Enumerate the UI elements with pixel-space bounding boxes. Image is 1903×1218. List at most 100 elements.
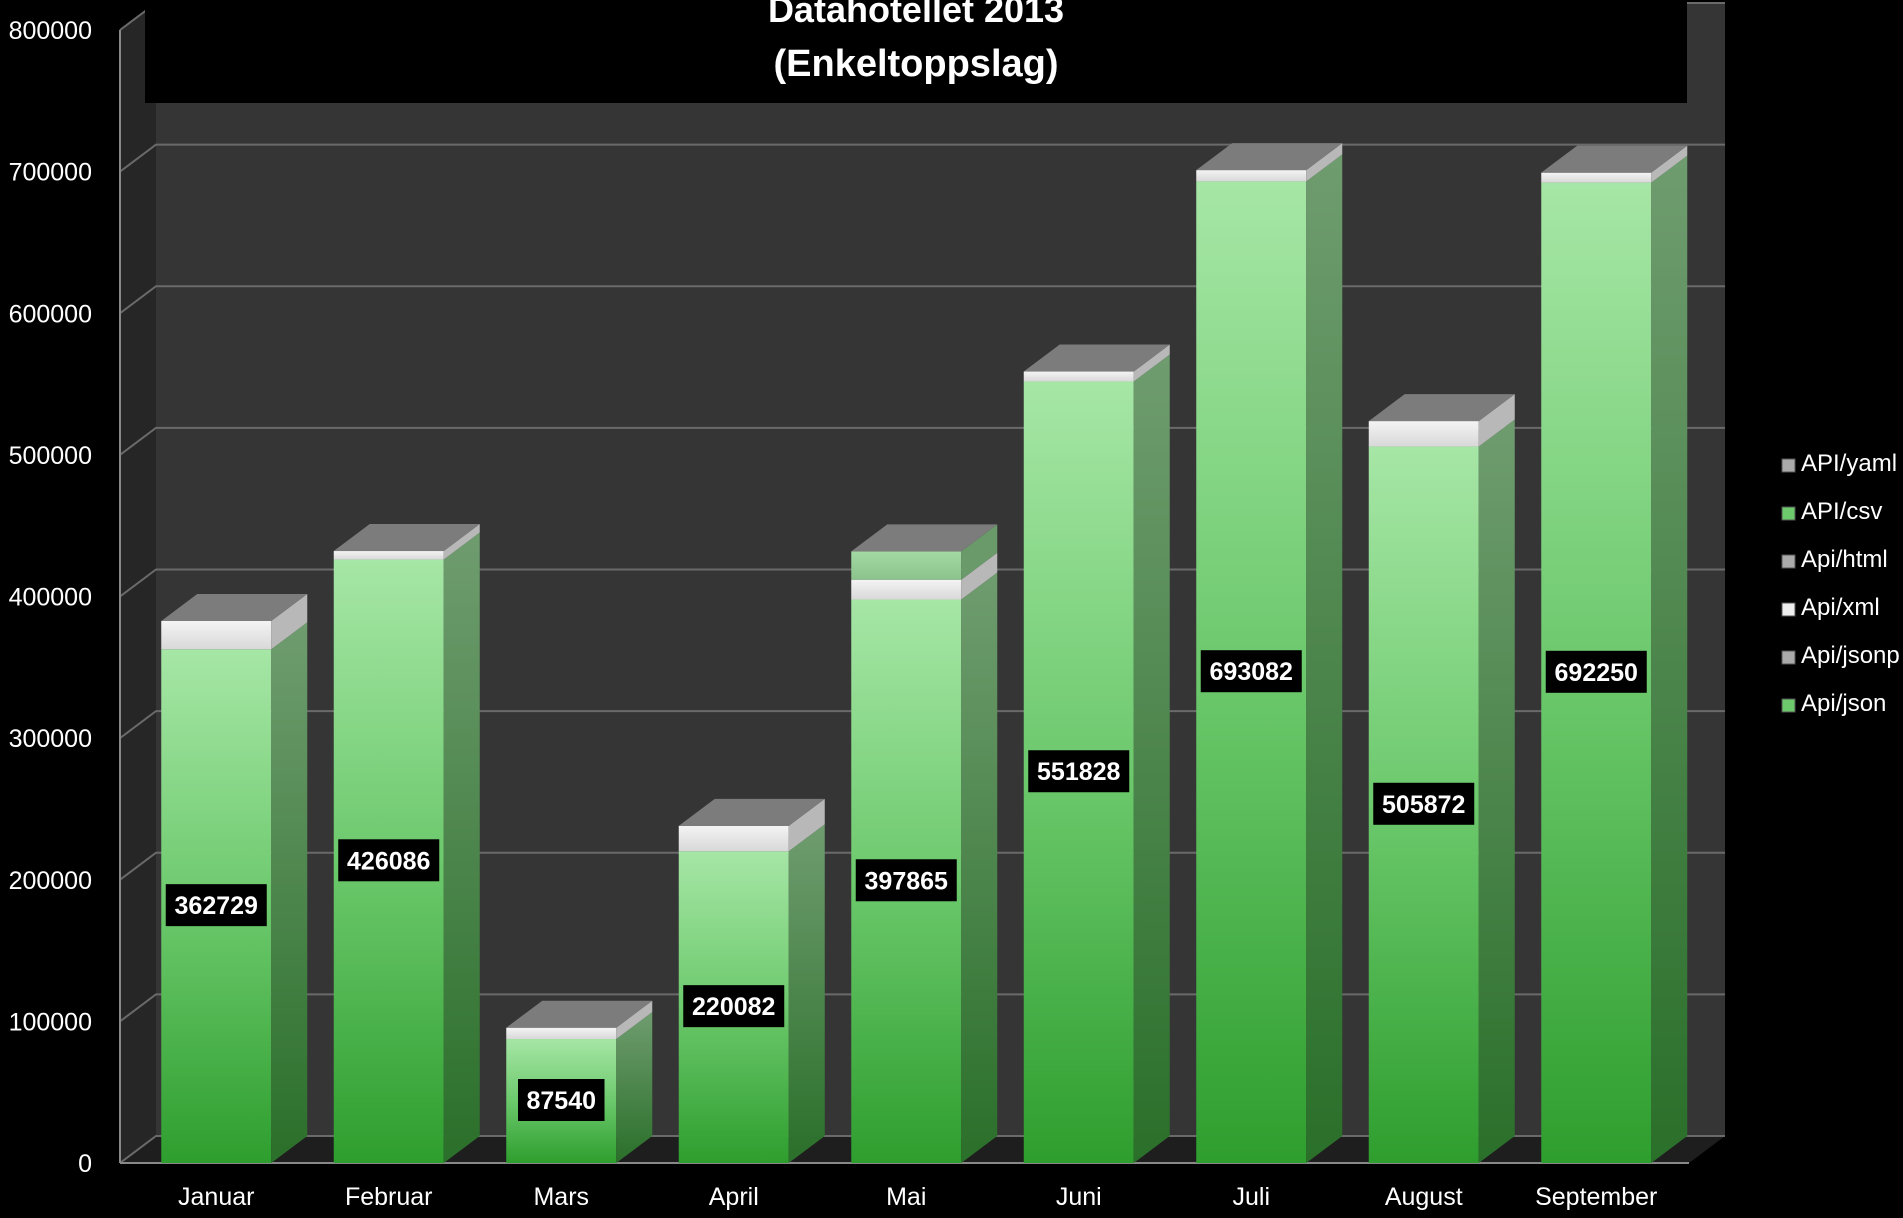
bar-side bbox=[1306, 143, 1343, 182]
title-background bbox=[145, 0, 1687, 103]
legend-item: API/csv bbox=[1781, 498, 1882, 525]
legend-item: Api/jsonp bbox=[1781, 642, 1900, 669]
bar-segment bbox=[1023, 371, 1134, 382]
legend-label: Api/html bbox=[1801, 546, 1888, 573]
data-label: 692250 bbox=[1555, 659, 1638, 687]
bar-segment bbox=[1541, 172, 1652, 183]
bar-top bbox=[1196, 143, 1343, 171]
bar-segment bbox=[161, 620, 272, 650]
bar-side bbox=[271, 622, 308, 1163]
legend-swatch bbox=[1781, 458, 1796, 473]
data-label-box bbox=[165, 884, 267, 927]
bar-top bbox=[851, 524, 998, 552]
legend-item: Api/xml bbox=[1781, 594, 1880, 621]
bar-segment bbox=[506, 1027, 617, 1040]
data-label: 362729 bbox=[175, 892, 258, 920]
legend-label: API/csv bbox=[1801, 498, 1882, 525]
bar-top bbox=[506, 1000, 653, 1028]
data-label: 551828 bbox=[1037, 758, 1121, 786]
legend-swatch bbox=[1781, 650, 1796, 665]
bar-top bbox=[1541, 145, 1688, 173]
data-label: 693082 bbox=[1210, 658, 1293, 686]
data-label: 87540 bbox=[526, 1087, 596, 1115]
data-label: 426086 bbox=[347, 847, 430, 875]
data-label-box bbox=[683, 985, 785, 1028]
bar-top bbox=[1368, 394, 1515, 422]
x-tick-label: August bbox=[1385, 1183, 1463, 1211]
bar-side bbox=[1478, 394, 1515, 447]
legend-swatch bbox=[1781, 554, 1796, 569]
legend-item: Api/json bbox=[1781, 690, 1886, 717]
legend-label: API/yaml bbox=[1801, 450, 1897, 477]
bar-segment bbox=[851, 579, 962, 600]
y-tick-label: 600000 bbox=[9, 300, 92, 328]
x-tick-label: Juli bbox=[1232, 1183, 1270, 1211]
legend-item: Api/html bbox=[1781, 546, 1888, 573]
chart-title-line-1: Datahotellet 2013 bbox=[768, 0, 1064, 30]
legend-item: API/yaml bbox=[1781, 450, 1897, 477]
gridline bbox=[119, 143, 1725, 173]
y-tick-label: 700000 bbox=[9, 159, 92, 187]
bar-side bbox=[443, 532, 480, 1163]
data-label-box bbox=[1373, 782, 1475, 825]
bar-side bbox=[788, 798, 825, 852]
x-tick-label: Mars bbox=[533, 1183, 589, 1211]
bar-side bbox=[1306, 154, 1343, 1164]
y-tick-label: 500000 bbox=[9, 442, 92, 470]
y-tick-label: 0 bbox=[78, 1150, 92, 1178]
bar-side bbox=[961, 552, 998, 600]
legend-label: Api/xml bbox=[1801, 594, 1880, 621]
data-label-box bbox=[518, 1079, 605, 1122]
data-label-box bbox=[1200, 650, 1302, 693]
bar-top bbox=[161, 593, 308, 621]
bar-segment bbox=[1196, 170, 1307, 182]
bar-segment bbox=[333, 551, 444, 560]
y-tick-label: 800000 bbox=[9, 17, 92, 45]
legend-swatch bbox=[1781, 506, 1796, 521]
data-label: 505872 bbox=[1382, 791, 1465, 819]
data-label-box bbox=[338, 839, 440, 882]
y-tick-label: 100000 bbox=[9, 1008, 92, 1036]
bar-side bbox=[1651, 145, 1688, 183]
data-label: 220082 bbox=[692, 993, 775, 1021]
bar-side bbox=[443, 524, 480, 560]
bar-top bbox=[678, 798, 825, 826]
bar-segment bbox=[678, 825, 789, 852]
y-tick-label: 300000 bbox=[9, 725, 92, 753]
bar-top bbox=[1023, 344, 1170, 372]
data-label-box bbox=[1545, 650, 1647, 693]
bar-side bbox=[788, 824, 825, 1163]
data-label-box bbox=[855, 859, 957, 902]
bar-side bbox=[1478, 419, 1515, 1163]
bar-side bbox=[1133, 344, 1170, 382]
legend-label: Api/jsonp bbox=[1801, 642, 1900, 669]
x-tick-label: Februar bbox=[345, 1183, 433, 1211]
y-tick-label: 200000 bbox=[9, 867, 92, 895]
data-label-box bbox=[1028, 750, 1130, 793]
bar-side bbox=[616, 1012, 653, 1163]
bar-segment bbox=[851, 551, 962, 580]
data-label: 397865 bbox=[865, 867, 949, 895]
bar-top bbox=[333, 524, 480, 552]
x-tick-label: April bbox=[709, 1183, 759, 1211]
legend: API/yaml API/csv Api/html Api/xml Api/jsonp A… bbox=[1781, 450, 1900, 717]
bar-side bbox=[1651, 155, 1688, 1163]
legend-label: Api/json bbox=[1801, 690, 1886, 717]
legend-swatch bbox=[1781, 602, 1796, 617]
bar-side bbox=[1133, 354, 1170, 1163]
chart-title-block: Datahotellet 2013 (Enkeltoppslag) bbox=[145, 0, 1687, 103]
bar-side bbox=[961, 572, 998, 1163]
bar-side bbox=[616, 1000, 653, 1040]
chart-title-line-2: (Enkeltoppslag) bbox=[773, 43, 1058, 85]
x-tick-label: Mai bbox=[886, 1183, 926, 1211]
y-tick-label: 400000 bbox=[9, 584, 92, 612]
x-tick-label: Juni bbox=[1056, 1183, 1102, 1211]
bar-segment bbox=[1368, 421, 1479, 447]
legend-swatch bbox=[1781, 698, 1796, 713]
x-tick-label: September bbox=[1535, 1183, 1657, 1211]
bar-side bbox=[961, 524, 998, 580]
bar-side bbox=[271, 593, 308, 650]
x-tick-label: Januar bbox=[178, 1183, 254, 1211]
